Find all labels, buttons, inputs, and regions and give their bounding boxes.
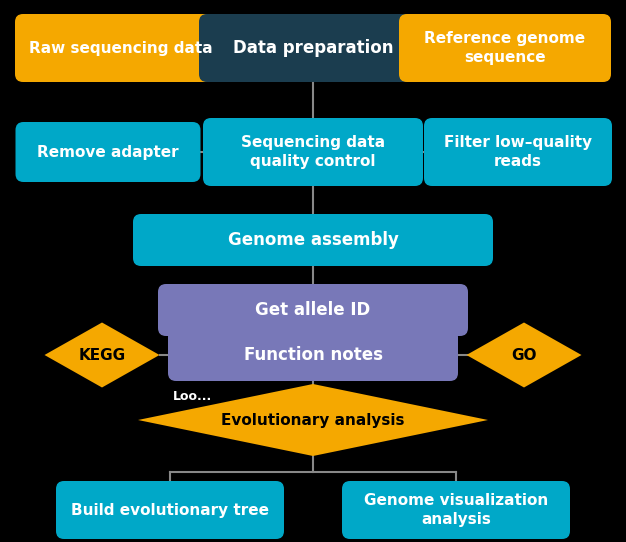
Text: Raw sequencing data: Raw sequencing data [29, 41, 213, 55]
Text: Function notes: Function notes [244, 346, 382, 364]
FancyBboxPatch shape [133, 214, 493, 266]
Text: Get allele ID: Get allele ID [255, 301, 371, 319]
FancyBboxPatch shape [56, 481, 284, 539]
FancyBboxPatch shape [203, 118, 423, 186]
Text: Genome assembly: Genome assembly [228, 231, 398, 249]
FancyBboxPatch shape [168, 329, 458, 381]
Polygon shape [138, 384, 488, 456]
Text: Sequencing data
quality control: Sequencing data quality control [241, 135, 385, 169]
Text: GO: GO [511, 347, 536, 363]
Text: Genome visualization
analysis: Genome visualization analysis [364, 493, 548, 527]
Text: Remove adapter: Remove adapter [37, 145, 179, 159]
FancyBboxPatch shape [424, 118, 612, 186]
FancyBboxPatch shape [16, 122, 200, 182]
Text: Evolutionary analysis: Evolutionary analysis [221, 412, 405, 428]
Text: Data preparation: Data preparation [233, 39, 393, 57]
FancyBboxPatch shape [158, 284, 468, 336]
Polygon shape [44, 322, 160, 388]
Polygon shape [466, 322, 582, 388]
Text: Loo...: Loo... [172, 390, 212, 403]
FancyBboxPatch shape [342, 481, 570, 539]
FancyBboxPatch shape [199, 14, 427, 82]
Text: Build evolutionary tree: Build evolutionary tree [71, 502, 269, 518]
FancyBboxPatch shape [15, 14, 227, 82]
Text: KEGG: KEGG [78, 347, 126, 363]
Text: Reference genome
sequence: Reference genome sequence [424, 31, 585, 65]
FancyBboxPatch shape [399, 14, 611, 82]
Text: Filter low–quality
reads: Filter low–quality reads [444, 135, 592, 169]
